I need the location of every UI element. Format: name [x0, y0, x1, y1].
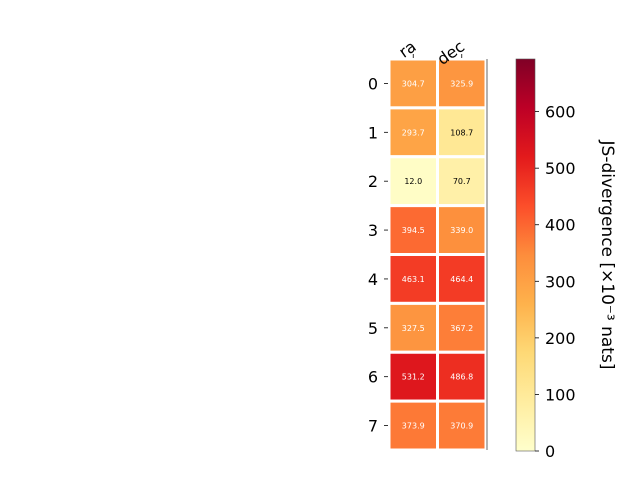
cell-value-label: 327.5 [402, 324, 425, 333]
cell-value-label: 394.5 [402, 226, 425, 235]
row-tick-label: 1 [368, 123, 378, 142]
cell-value-label: 464.4 [450, 275, 473, 284]
colorbar-gradient [515, 58, 536, 452]
heatmap-cells: 304.7 325.9 293.7 108.7 12.0 70.7 394.5 339.0 46… [387, 57, 488, 452]
colorbar-tick-label: 0 [545, 442, 555, 461]
colorbar-label: JS-divergence [×10⁻³ nats] [597, 140, 617, 370]
heatmap-cell [436, 253, 488, 305]
cell-value-label: 12.0 [404, 177, 422, 186]
cell-value-label: 370.9 [450, 422, 473, 431]
heatmap-cell [436, 204, 488, 256]
cell-value-label: 304.7 [402, 79, 425, 88]
cell-value-label: 373.9 [402, 422, 425, 431]
colorbar-tick-label: 200 [545, 329, 576, 348]
row-tick-label: 0 [368, 74, 378, 93]
row-tick-label: 3 [368, 221, 378, 240]
cell-value-label: 70.7 [453, 177, 471, 186]
heatmap-cell [436, 155, 488, 208]
row-tick-label: 7 [368, 417, 378, 436]
row-tick-label: 5 [368, 319, 378, 338]
row-tick-label: 2 [368, 172, 378, 191]
row-tick-labels: 0 1 2 3 4 5 6 7 [368, 74, 388, 436]
colorbar-tick-label: 400 [545, 216, 576, 235]
cell-value-label: 108.7 [450, 128, 473, 137]
cell-value-label: 486.8 [450, 373, 473, 382]
colorbar-tick-label: 300 [545, 272, 576, 291]
colorbar: 0 100 200 300 400 500 600 JS-divergence [×10⁻³ … [515, 58, 617, 461]
heatmap-cell [436, 399, 488, 452]
heatmap-cell [436, 106, 488, 159]
cell-value-label: 339.0 [450, 226, 473, 235]
cell-value-label: 367.2 [450, 324, 473, 333]
colorbar-tick-label: 600 [545, 103, 576, 122]
row-tick-label: 6 [368, 368, 378, 387]
colorbar-tick-label: 100 [545, 385, 576, 404]
cell-value-label: 531.2 [402, 373, 425, 382]
colorbar-tick-label: 500 [545, 159, 576, 178]
cell-value-label: 325.9 [450, 79, 473, 88]
cell-value-label: 463.1 [402, 275, 425, 284]
cell-value-label: 293.7 [402, 128, 425, 137]
row-tick-label: 4 [368, 270, 378, 289]
